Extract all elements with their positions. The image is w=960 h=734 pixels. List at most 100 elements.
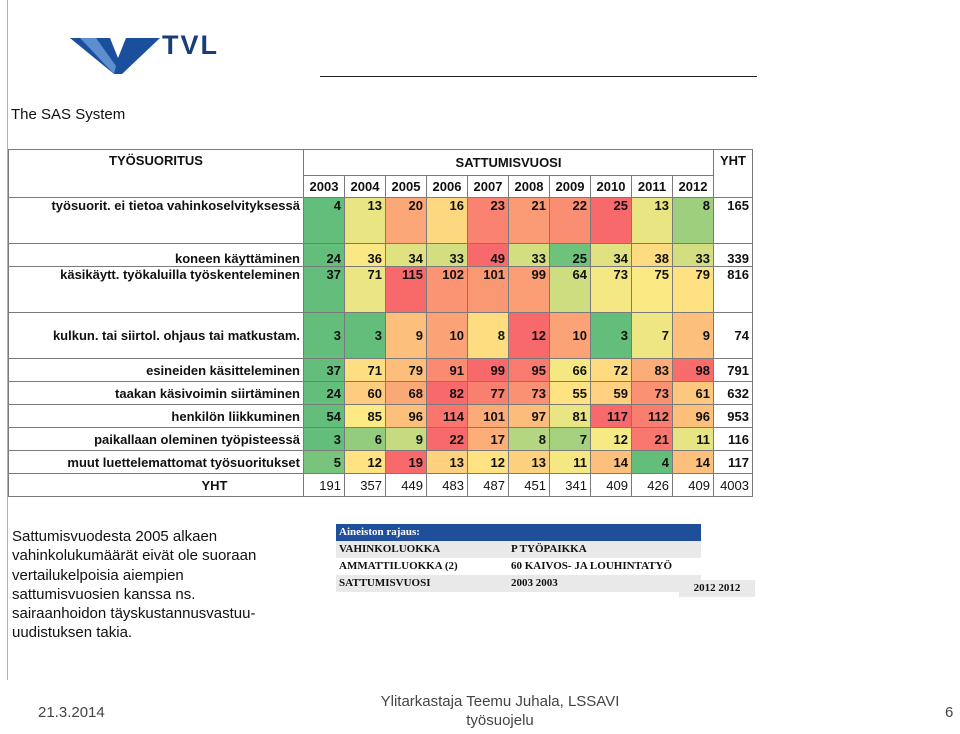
footer-author-line1: Ylitarkastaja Teemu Juhala, LSSAVI (380, 693, 620, 710)
table-cell: 8 (508, 427, 550, 451)
table-cell: 3 (344, 312, 386, 359)
rajaus-key: VAHINKOLUOKKA (339, 543, 441, 555)
note-line: vertailukelpoisia aiempien (12, 566, 184, 584)
row-label: paikallaan oleminen työpisteessä (8, 427, 304, 451)
rajaus-value: P TYÖPAIKKA (511, 543, 587, 555)
total-cell: 483 (426, 473, 468, 497)
row-label: taakan käsivoimin siirtäminen (8, 381, 304, 405)
year-header: 2004 (344, 175, 386, 198)
table-cell: 9 (672, 312, 714, 359)
row-label: muut luettelemattomat työsuoritukset (8, 450, 304, 474)
rajaus-extra-year: 2012 2012 (679, 580, 755, 597)
table-row: työsuorit. ei tietoa vahinkoselvityksess… (8, 197, 753, 244)
header-tyosuoritus: TYÖSUORITUS (8, 149, 304, 198)
accident-table: TYÖSUORITUS SATTUMISVUOSI YHT 2003 2004 20… (8, 149, 753, 497)
table-cell: 77 (467, 381, 509, 405)
table-cell: 59 (590, 381, 632, 405)
row-total: 632 (713, 381, 753, 405)
logo-text: TVL (162, 30, 219, 60)
table-cell: 102 (426, 266, 468, 313)
table-cell: 85 (344, 404, 386, 428)
grand-total: 4003 (713, 473, 753, 497)
total-label: YHT (8, 473, 304, 497)
row-total: 791 (713, 358, 753, 382)
table-cell: 34 (590, 243, 632, 267)
table-row: paikallaan oleminen työpisteessä 3 6 9 22 17 8… (8, 427, 753, 451)
table-cell: 21 (508, 197, 550, 244)
row-label: kulkun. tai siirtol. ohjaus tai matkusta… (8, 312, 304, 359)
total-cell: 341 (549, 473, 591, 497)
note-line: sairaanhoidon täyskustannusvastuu- (12, 605, 256, 623)
footer-author: Ylitarkastaja Teemu Juhala, LSSAVI työsu… (360, 692, 640, 730)
table-cell: 10 (426, 312, 468, 359)
table-cell: 115 (385, 266, 427, 313)
table-cell: 79 (385, 358, 427, 382)
year-header: 2006 (426, 175, 468, 198)
table-cell: 16 (426, 197, 468, 244)
note-line: vahinkolukumäärät eivät ole suoraan (12, 547, 257, 565)
row-label: koneen käyttäminen (8, 243, 304, 267)
table-cell: 10 (549, 312, 591, 359)
row-label: käsikäytt. työkaluilla työskenteleminen (8, 266, 304, 313)
table-cell: 79 (672, 266, 714, 313)
row-total: 165 (713, 197, 753, 244)
row-total: 117 (713, 450, 753, 474)
header-rule (320, 76, 757, 77)
table-row: kulkun. tai siirtol. ohjaus tai matkusta… (8, 312, 753, 359)
table-cell: 7 (631, 312, 673, 359)
table-cell: 12 (467, 450, 509, 474)
row-total: 816 (713, 266, 753, 313)
table-cell: 83 (631, 358, 673, 382)
table-cell: 5 (303, 450, 345, 474)
table-cell: 96 (385, 404, 427, 428)
row-label: henkilön liikkuminen (8, 404, 304, 428)
year-header: 2011 (631, 175, 673, 198)
note-text: Sattumisvuodesta 2005 alkaen vahinkoluku… (12, 527, 256, 643)
table-cell: 8 (467, 312, 509, 359)
total-cell: 487 (467, 473, 509, 497)
aineiston-rajaus-box: Aineiston rajaus: VAHINKOLUOKKA P TYÖPAI… (336, 524, 701, 592)
table-cell: 8 (672, 197, 714, 244)
year-header-row: 2003 2004 2005 2006 2007 2008 2009 2010 2011 2012 (9, 175, 753, 198)
year-header: 2007 (467, 175, 509, 198)
table-cell: 33 (672, 243, 714, 267)
table-cell: 97 (508, 404, 550, 428)
rajaus-row: VAHINKOLUOKKA P TYÖPAIKKA (336, 541, 701, 558)
row-label: esineiden käsitteleminen (8, 358, 304, 382)
table-cell: 14 (590, 450, 632, 474)
table-cell: 73 (508, 381, 550, 405)
table-row: käsikäytt. työkaluilla työskenteleminen 3… (8, 266, 753, 313)
note-line: Sattumisvuodesta 2005 alkaen (12, 528, 218, 545)
table-cell: 73 (590, 266, 632, 313)
table-body: työsuorit. ei tietoa vahinkoselvityksess… (8, 197, 753, 497)
year-header: 2005 (385, 175, 427, 198)
table-cell: 49 (467, 243, 509, 267)
rajaus-key: AMMATTILUOKKA (2) (339, 560, 458, 572)
table-cell: 25 (549, 243, 591, 267)
year-header: 2010 (590, 175, 632, 198)
table-cell: 75 (631, 266, 673, 313)
header-yht: YHT (713, 149, 753, 198)
rajaus-key: SATTUMISVUOSI (339, 577, 431, 589)
table-cell: 13 (344, 197, 386, 244)
total-row: YHT 191 357 449 483 487 451 341 409 426 409 4003 (8, 473, 753, 497)
table-cell: 81 (549, 404, 591, 428)
rajaus-title: Aineiston rajaus: (336, 524, 701, 541)
rajaus-value: 2003 2003 (511, 577, 558, 589)
year-header: 2003 (303, 175, 345, 198)
row-total: 953 (713, 404, 753, 428)
table-cell: 20 (385, 197, 427, 244)
table-cell: 68 (385, 381, 427, 405)
table-cell: 12 (508, 312, 550, 359)
table-cell: 33 (508, 243, 550, 267)
table-cell: 55 (549, 381, 591, 405)
table-cell: 13 (508, 450, 550, 474)
table-cell: 13 (426, 450, 468, 474)
table-cell: 38 (631, 243, 673, 267)
table-cell: 3 (590, 312, 632, 359)
table-cell: 9 (385, 427, 427, 451)
table-row: henkilön liikkuminen 54 85 96 114 101 97 81 117 1… (8, 404, 753, 428)
table-cell: 61 (672, 381, 714, 405)
table-cell: 66 (549, 358, 591, 382)
table-cell: 17 (467, 427, 509, 451)
